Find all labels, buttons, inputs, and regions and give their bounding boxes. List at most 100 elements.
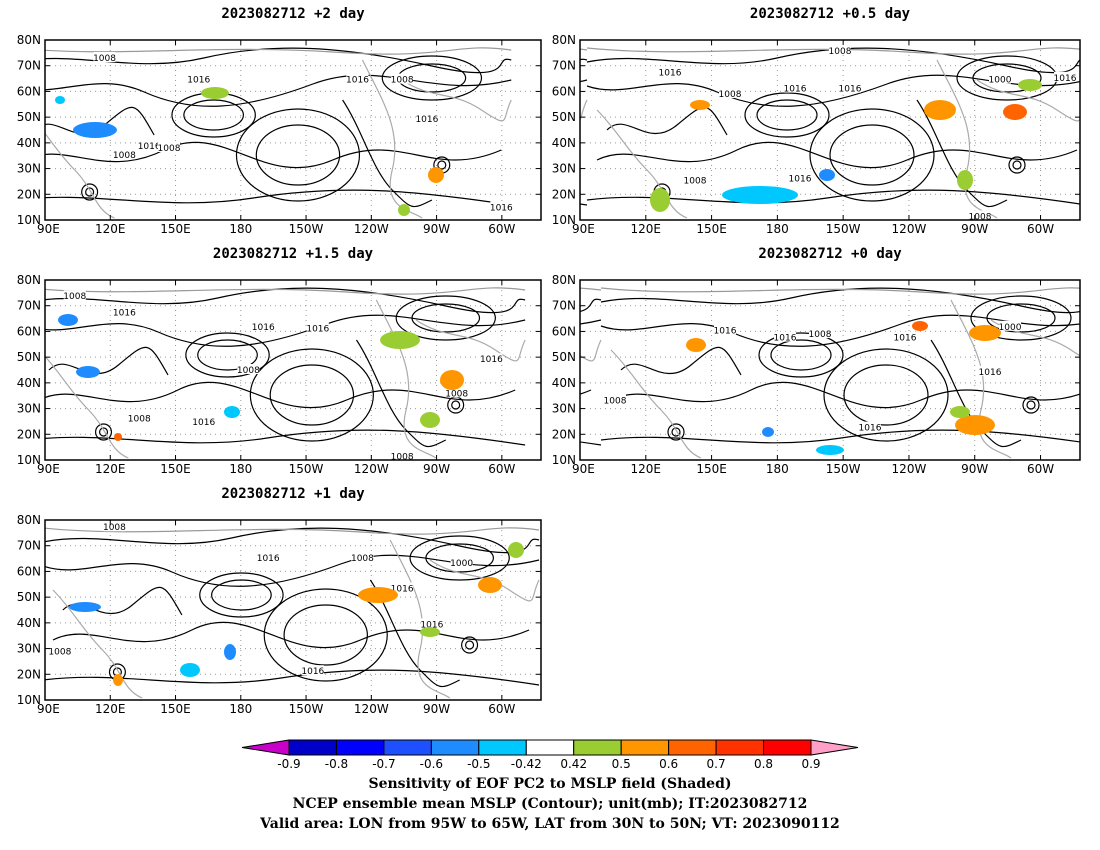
- map-frame: [44, 519, 542, 701]
- lon-tick-label: 150E: [160, 222, 191, 236]
- lat-tick-label: 80N: [552, 33, 576, 47]
- lat-tick-label: 50N: [17, 110, 41, 124]
- lon-tick-label: 180: [229, 702, 252, 716]
- lat-tick-label: 30N: [552, 402, 576, 416]
- colorbar-label: 0.8: [754, 757, 773, 771]
- contour-label: 1008: [158, 144, 181, 154]
- contour-label: 1016: [301, 667, 324, 677]
- contour-label: 1016: [257, 554, 280, 564]
- colorbar-label: -0.7: [372, 757, 395, 771]
- lat-tick-label: 60N: [17, 84, 41, 98]
- lon-tick-label: 60W: [488, 462, 515, 476]
- lon-tick-label: 90W: [423, 222, 450, 236]
- lon-tick-label: 180: [766, 462, 789, 476]
- colorbar-segment: [478, 739, 527, 756]
- lon-tick-label: 120E: [95, 702, 126, 716]
- contour-label: 1008: [113, 151, 136, 161]
- contour-label: 1016: [979, 368, 1002, 378]
- colorbar-label: -0.5: [467, 757, 490, 771]
- lon-tick-label: 120W: [892, 222, 927, 236]
- lon-tick-label: 90W: [961, 222, 988, 236]
- colorbar-segment: [668, 739, 717, 756]
- map-panel-p15: 1008 1016 1016 1016 1008 1008 1016 1008 1016 1008…: [17, 273, 542, 476]
- contour-label: 1016: [714, 326, 737, 336]
- contour-label: 1008: [351, 554, 374, 564]
- map-frame: [579, 39, 1081, 221]
- lon-tick-label: 90E: [572, 222, 595, 236]
- lon-tick-label: 120W: [892, 462, 927, 476]
- contour-label: 1016: [113, 308, 136, 318]
- colorbar-segment: [335, 739, 385, 756]
- colorbar-segment: [288, 739, 337, 756]
- lon-tick-label: 90E: [37, 462, 60, 476]
- colorbar-segment: [715, 739, 765, 756]
- contour-label: 1000: [450, 559, 473, 569]
- lat-tick-label: 40N: [17, 376, 41, 390]
- lon-tick-label: 90W: [423, 702, 450, 716]
- caption-line-3: Valid area: LON from 95W to 65W, LAT fro…: [260, 816, 840, 832]
- lon-tick-label: 60W: [1027, 222, 1054, 236]
- lat-tick-label: 60N: [552, 84, 576, 98]
- contour-label: 1008: [445, 389, 468, 399]
- colorbar-segment: [430, 739, 480, 756]
- lon-tick-label: 60W: [1027, 462, 1054, 476]
- lon-tick-label: 90E: [37, 222, 60, 236]
- colorbar-label: 0.9: [801, 757, 820, 771]
- lat-tick-label: 40N: [17, 136, 41, 150]
- contour-label: 1016: [490, 203, 513, 213]
- contour-label: 1008: [237, 366, 260, 376]
- lon-tick-label: 90W: [961, 462, 988, 476]
- lat-tick-label: 10N: [17, 213, 41, 227]
- contour-label: 1016: [839, 85, 862, 95]
- caption-line-2: NCEP ensemble mean MSLP (Contour); unit(…: [292, 796, 808, 812]
- lat-tick-label: 30N: [552, 162, 576, 176]
- lon-tick-label: 150W: [826, 462, 861, 476]
- map-frame: [579, 279, 1081, 461]
- contour-label: 1008: [391, 76, 414, 86]
- contour-label: 1008: [93, 54, 116, 64]
- contour-label: 1016: [1054, 74, 1077, 84]
- sensitivity-shading: [55, 79, 1042, 686]
- lat-tick-label: 30N: [17, 642, 41, 656]
- lat-tick-label: 30N: [17, 402, 41, 416]
- map-panel-p05: 1008 1016 1008 1016 1016 1000 1016 1016 1008 1008…: [552, 33, 1081, 236]
- colorbar-segment: [383, 739, 432, 756]
- lon-tick-label: 180: [766, 222, 789, 236]
- lat-tick-label: 20N: [552, 427, 576, 441]
- lat-tick-label: 20N: [17, 187, 41, 201]
- contour-label: 1016: [192, 418, 215, 428]
- lat-tick-label: 70N: [17, 539, 41, 553]
- lon-tick-label: 120E: [95, 462, 126, 476]
- panel-title-plus15: 2023082712 +1.5 day: [212, 246, 374, 262]
- map-frame: [44, 39, 542, 221]
- contour-label: 1016: [138, 142, 161, 152]
- contour-label: 1016: [252, 323, 275, 333]
- lon-tick-label: 120W: [354, 222, 389, 236]
- lat-tick-label: 10N: [552, 213, 576, 227]
- lat-tick-label: 10N: [17, 693, 41, 707]
- lon-tick-label: 150W: [826, 222, 861, 236]
- lon-tick-label: 150E: [696, 222, 727, 236]
- contour-label: 1008: [969, 212, 992, 222]
- panel-title-plus05: 2023082712 +0.5 day: [749, 6, 911, 22]
- contour-label: 1016: [306, 325, 329, 335]
- contour-label: 1008: [128, 415, 151, 425]
- lat-tick-label: 30N: [17, 162, 41, 176]
- lon-tick-label: 120E: [95, 222, 126, 236]
- map-panel-p1: 1008 1016 1008 1016 1000 1016 1008 1016 80N 70N 60…: [17, 513, 542, 716]
- lat-tick-label: 70N: [552, 59, 576, 73]
- lon-tick-label: 150W: [289, 702, 324, 716]
- lon-tick-label: 180: [229, 222, 252, 236]
- contour-label: 1016: [415, 115, 438, 125]
- lon-tick-label: 180: [229, 462, 252, 476]
- lat-tick-label: 50N: [17, 590, 41, 604]
- colorbar-label: 0.6: [659, 757, 678, 771]
- contour-label: 1008: [809, 330, 832, 340]
- lon-tick-label: 150E: [160, 462, 191, 476]
- lat-tick-label: 50N: [17, 350, 41, 364]
- lon-tick-label: 120W: [354, 702, 389, 716]
- lon-tick-label: 90E: [37, 702, 60, 716]
- lon-tick-label: 120W: [354, 462, 389, 476]
